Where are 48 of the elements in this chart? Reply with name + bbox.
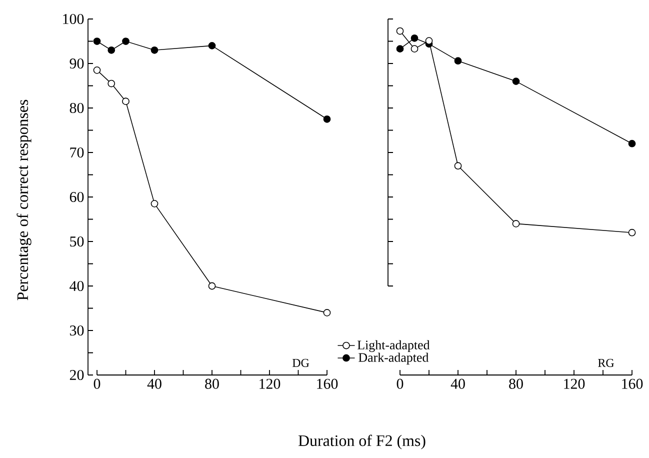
y-tick-label: 70: [70, 147, 84, 158]
point: [208, 282, 216, 290]
x-tick-label: 40: [147, 378, 162, 389]
x-tick-label: 0: [396, 378, 404, 389]
point: [512, 220, 520, 228]
y-tick-label: 80: [70, 102, 84, 114]
point: [410, 45, 418, 53]
x-tick-label: 0: [94, 378, 100, 389]
point: [628, 140, 636, 148]
point: [150, 200, 158, 208]
x-tick-label: 40: [450, 378, 465, 389]
point: [396, 27, 404, 35]
point: [108, 46, 116, 54]
point: [454, 162, 462, 170]
legend-label: Light-adapted: [358, 340, 430, 352]
y-tick-label: 30: [70, 325, 84, 336]
point: [410, 34, 418, 42]
point: [628, 228, 636, 236]
x-tick-label: 120: [564, 378, 585, 389]
point: [150, 46, 158, 54]
y-tick-label: 20: [70, 370, 84, 380]
x-tick-label: 80: [509, 378, 523, 389]
annotation: RG: [598, 358, 614, 367]
x-tick-label: 80: [205, 378, 219, 389]
point: [122, 38, 130, 45]
point: [323, 309, 331, 316]
point: [93, 66, 101, 74]
point: [323, 115, 331, 123]
y-tick-label: 40: [70, 280, 84, 292]
x-tick-label: 120: [260, 378, 280, 389]
point: [396, 45, 404, 53]
point: [425, 37, 433, 44]
point: [122, 98, 130, 106]
legend-label: Dark-adapted: [358, 352, 429, 364]
y-axis-title: Percentage of correct responses: [16, 100, 32, 300]
point: [512, 78, 520, 85]
annotation: DG: [292, 358, 310, 367]
y-tick-label: 50: [70, 236, 84, 247]
y-tick-label: 90: [70, 58, 84, 69]
y-tick-label: 100: [63, 14, 84, 24]
point: [93, 38, 101, 45]
point: [454, 57, 462, 65]
y-tick-label: 60: [70, 192, 84, 202]
x-tick-label: 160: [317, 378, 338, 389]
point: [108, 80, 116, 88]
point: [208, 42, 216, 50]
x-tick-label: 160: [622, 378, 643, 389]
x-axis-title: Duration of F2 (ms): [298, 434, 426, 450]
